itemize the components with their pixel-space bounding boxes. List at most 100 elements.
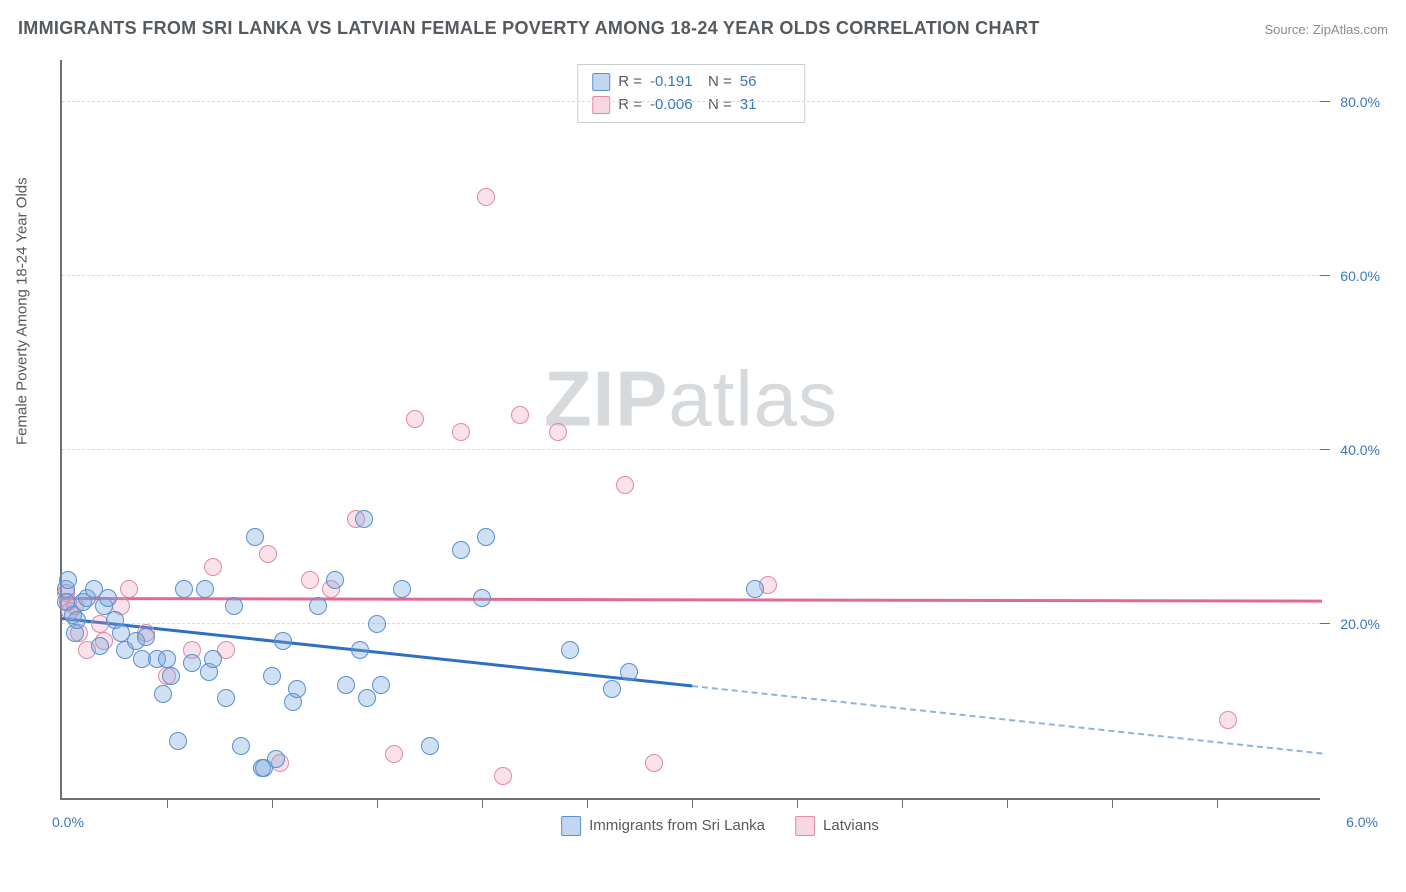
x-tick (692, 798, 693, 808)
x-tick (1112, 798, 1113, 808)
stat-r-label: R = (618, 71, 642, 94)
data-point-pink (301, 571, 319, 589)
data-point-blue (225, 597, 243, 615)
data-point-blue (267, 750, 285, 768)
data-point-pink (406, 410, 424, 428)
data-point-blue (59, 571, 77, 589)
stat-n-value: 31 (740, 94, 790, 117)
x-tick (1007, 798, 1008, 808)
stat-n-label: N = (708, 71, 732, 94)
data-point-blue (196, 580, 214, 598)
correlation-stat-box: R = -0.191 N = 56 R = -0.006 N = 31 (577, 64, 805, 123)
scatter-plot: ZIPatlas R = -0.191 N = 56 R = -0.006 N … (60, 60, 1320, 800)
source-attribution: Source: ZipAtlas.com (1264, 22, 1388, 37)
gridline (62, 101, 1320, 102)
gridline (62, 623, 1320, 624)
data-point-pink (204, 558, 222, 576)
data-point-blue (421, 737, 439, 755)
watermark-light: atlas (668, 355, 838, 443)
y-tick (1320, 275, 1330, 276)
data-point-pink (452, 423, 470, 441)
y-tick (1320, 623, 1330, 624)
x-axis-min-label: 0.0% (52, 814, 84, 830)
data-point-blue (263, 667, 281, 685)
data-point-blue (99, 589, 117, 607)
x-tick (167, 798, 168, 808)
stat-r-value: -0.006 (650, 94, 700, 117)
x-tick (587, 798, 588, 808)
data-point-blue (183, 654, 201, 672)
swatch-pink-icon (795, 816, 815, 836)
data-point-blue (137, 628, 155, 646)
data-point-blue (326, 571, 344, 589)
data-point-blue (162, 667, 180, 685)
x-tick (797, 798, 798, 808)
data-point-blue (372, 676, 390, 694)
data-point-blue (368, 615, 386, 633)
watermark: ZIPatlas (544, 354, 838, 445)
data-point-pink (645, 754, 663, 772)
data-point-blue (204, 650, 222, 668)
data-point-blue (746, 580, 764, 598)
stat-n-value: 56 (740, 71, 790, 94)
data-point-blue (232, 737, 250, 755)
data-point-blue (393, 580, 411, 598)
data-point-pink (616, 476, 634, 494)
data-point-blue (309, 597, 327, 615)
data-point-blue (477, 528, 495, 546)
data-point-blue (452, 541, 470, 559)
stat-row: R = -0.191 N = 56 (592, 71, 790, 94)
legend-label: Immigrants from Sri Lanka (589, 817, 765, 834)
y-tick-label: 40.0% (1340, 442, 1380, 458)
data-point-pink (549, 423, 567, 441)
y-tick-label: 60.0% (1340, 268, 1380, 284)
y-tick (1320, 449, 1330, 450)
swatch-blue-icon (561, 816, 581, 836)
data-point-blue (158, 650, 176, 668)
data-point-blue (169, 732, 187, 750)
data-point-pink (511, 406, 529, 424)
y-tick-label: 80.0% (1340, 94, 1380, 110)
swatch-blue-icon (592, 73, 610, 91)
data-point-pink (1219, 711, 1237, 729)
data-point-blue (561, 641, 579, 659)
data-point-pink (385, 745, 403, 763)
data-point-blue (154, 685, 172, 703)
data-point-blue (246, 528, 264, 546)
legend-label: Latvians (823, 817, 879, 834)
gridline (62, 275, 1320, 276)
stat-n-label: N = (708, 94, 732, 117)
x-axis-max-label: 6.0% (1346, 814, 1378, 830)
data-point-blue (68, 611, 86, 629)
data-point-blue (274, 632, 292, 650)
data-point-pink (477, 188, 495, 206)
swatch-pink-icon (592, 96, 610, 114)
data-point-pink (259, 545, 277, 563)
stat-r-value: -0.191 (650, 71, 700, 94)
stat-row: R = -0.006 N = 31 (592, 94, 790, 117)
x-tick (902, 798, 903, 808)
data-point-blue (473, 589, 491, 607)
data-point-blue (355, 510, 373, 528)
data-point-blue (175, 580, 193, 598)
data-point-blue (358, 689, 376, 707)
y-tick-label: 20.0% (1340, 616, 1380, 632)
data-point-blue (620, 663, 638, 681)
legend: Immigrants from Sri Lanka Latvians (561, 816, 879, 836)
stat-r-label: R = (618, 94, 642, 117)
chart-container: Female Poverty Among 18-24 Year Olds ZIP… (60, 60, 1380, 830)
x-tick (377, 798, 378, 808)
data-point-pink (120, 580, 138, 598)
data-point-blue (351, 641, 369, 659)
gridline (62, 449, 1320, 450)
data-point-blue (603, 680, 621, 698)
data-point-blue (337, 676, 355, 694)
data-point-blue (91, 637, 109, 655)
x-tick (272, 798, 273, 808)
y-tick (1320, 101, 1330, 102)
y-axis-title: Female Poverty Among 18-24 Year Olds (14, 177, 31, 445)
legend-item: Latvians (795, 816, 879, 836)
data-point-blue (288, 680, 306, 698)
data-point-blue (217, 689, 235, 707)
legend-item: Immigrants from Sri Lanka (561, 816, 765, 836)
